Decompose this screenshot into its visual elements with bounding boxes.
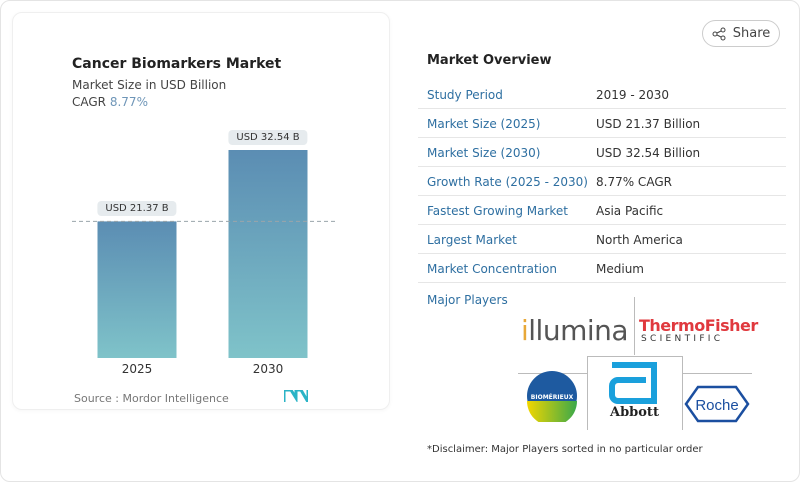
share-button[interactable]: Share [702,20,780,47]
overview-row: Growth Rate (2025 - 2030) 8.77% CAGR [418,167,786,196]
biomerieux-logo: BIOMÉRIEUX [527,371,577,422]
overview-row: Market Concentration Medium [418,254,786,283]
overview-row: Market Size (2025) USD 21.37 Billion [418,109,786,138]
divider [634,297,635,355]
mordor-logo-icon [284,390,308,402]
svg-text:BIOMÉRIEUX: BIOMÉRIEUX [531,393,574,401]
abbott-icon [609,362,657,404]
row-label: Market Size (2030) [427,146,541,160]
chart-cagr: CAGR 8.77% [72,95,148,109]
overview-row: Market Size (2030) USD 32.54 Billion [418,138,786,167]
row-value: 8.77% CAGR [596,175,672,189]
share-label: Share [732,26,771,41]
row-value: USD 21.37 Billion [596,117,701,131]
chart-subtitle: Market Size in USD Billion [72,78,227,92]
row-label: Growth Rate (2025 - 2030) [427,175,588,189]
major-players-label: Major Players [427,293,508,307]
row-label: Market Size (2025) [427,117,541,131]
data-label: USD 21.37 B [97,201,177,217]
row-value: Medium [596,262,644,276]
abbott-box [587,356,683,430]
data-label: USD 32.54 B [228,130,308,145]
share-icon [712,27,726,40]
overview-row: Study Period 2019 - 2030 [418,80,786,109]
row-label: Fastest Growing Market [427,204,569,218]
thermofisher-logo: ThermoFisher [639,316,758,335]
roche-logo: Roche [684,385,750,423]
svg-text:Roche: Roche [695,397,738,414]
row-label: Market Concentration [427,262,557,276]
disclaimer: *Disclaimer: Major Players sorted in no … [427,444,703,455]
row-value: Asia Pacific [596,204,664,218]
cagr-value: 8.77% [109,95,148,109]
bar-chart [72,150,336,358]
divider [682,373,752,374]
row-label: Largest Market [427,233,517,247]
illumina-logo: iilluminallumina [521,314,629,347]
x-tick-label: 2025 [121,362,153,376]
x-tick-label: 2030 [252,362,284,376]
overview-row: Largest Market North America [418,225,786,254]
bar-2025 [97,221,177,358]
chart-card [12,12,390,410]
chart-source: Source : Mordor Intelligence [74,392,229,405]
row-label: Study Period [427,88,503,102]
chart-title: Cancer Biomarkers Market [72,56,282,72]
cagr-label: CAGR [72,95,107,109]
bar-2030 [228,150,308,358]
row-value: North America [596,233,683,247]
overview-row: Fastest Growing Market Asia Pacific [418,196,786,225]
thermofisher-sub: SCIENTIFIC [641,334,724,344]
row-value: 2019 - 2030 [596,88,670,102]
market-overview-title: Market Overview [427,53,552,68]
abbott-logo: Abbott [610,405,659,420]
row-value: USD 32.54 Billion [596,146,701,160]
